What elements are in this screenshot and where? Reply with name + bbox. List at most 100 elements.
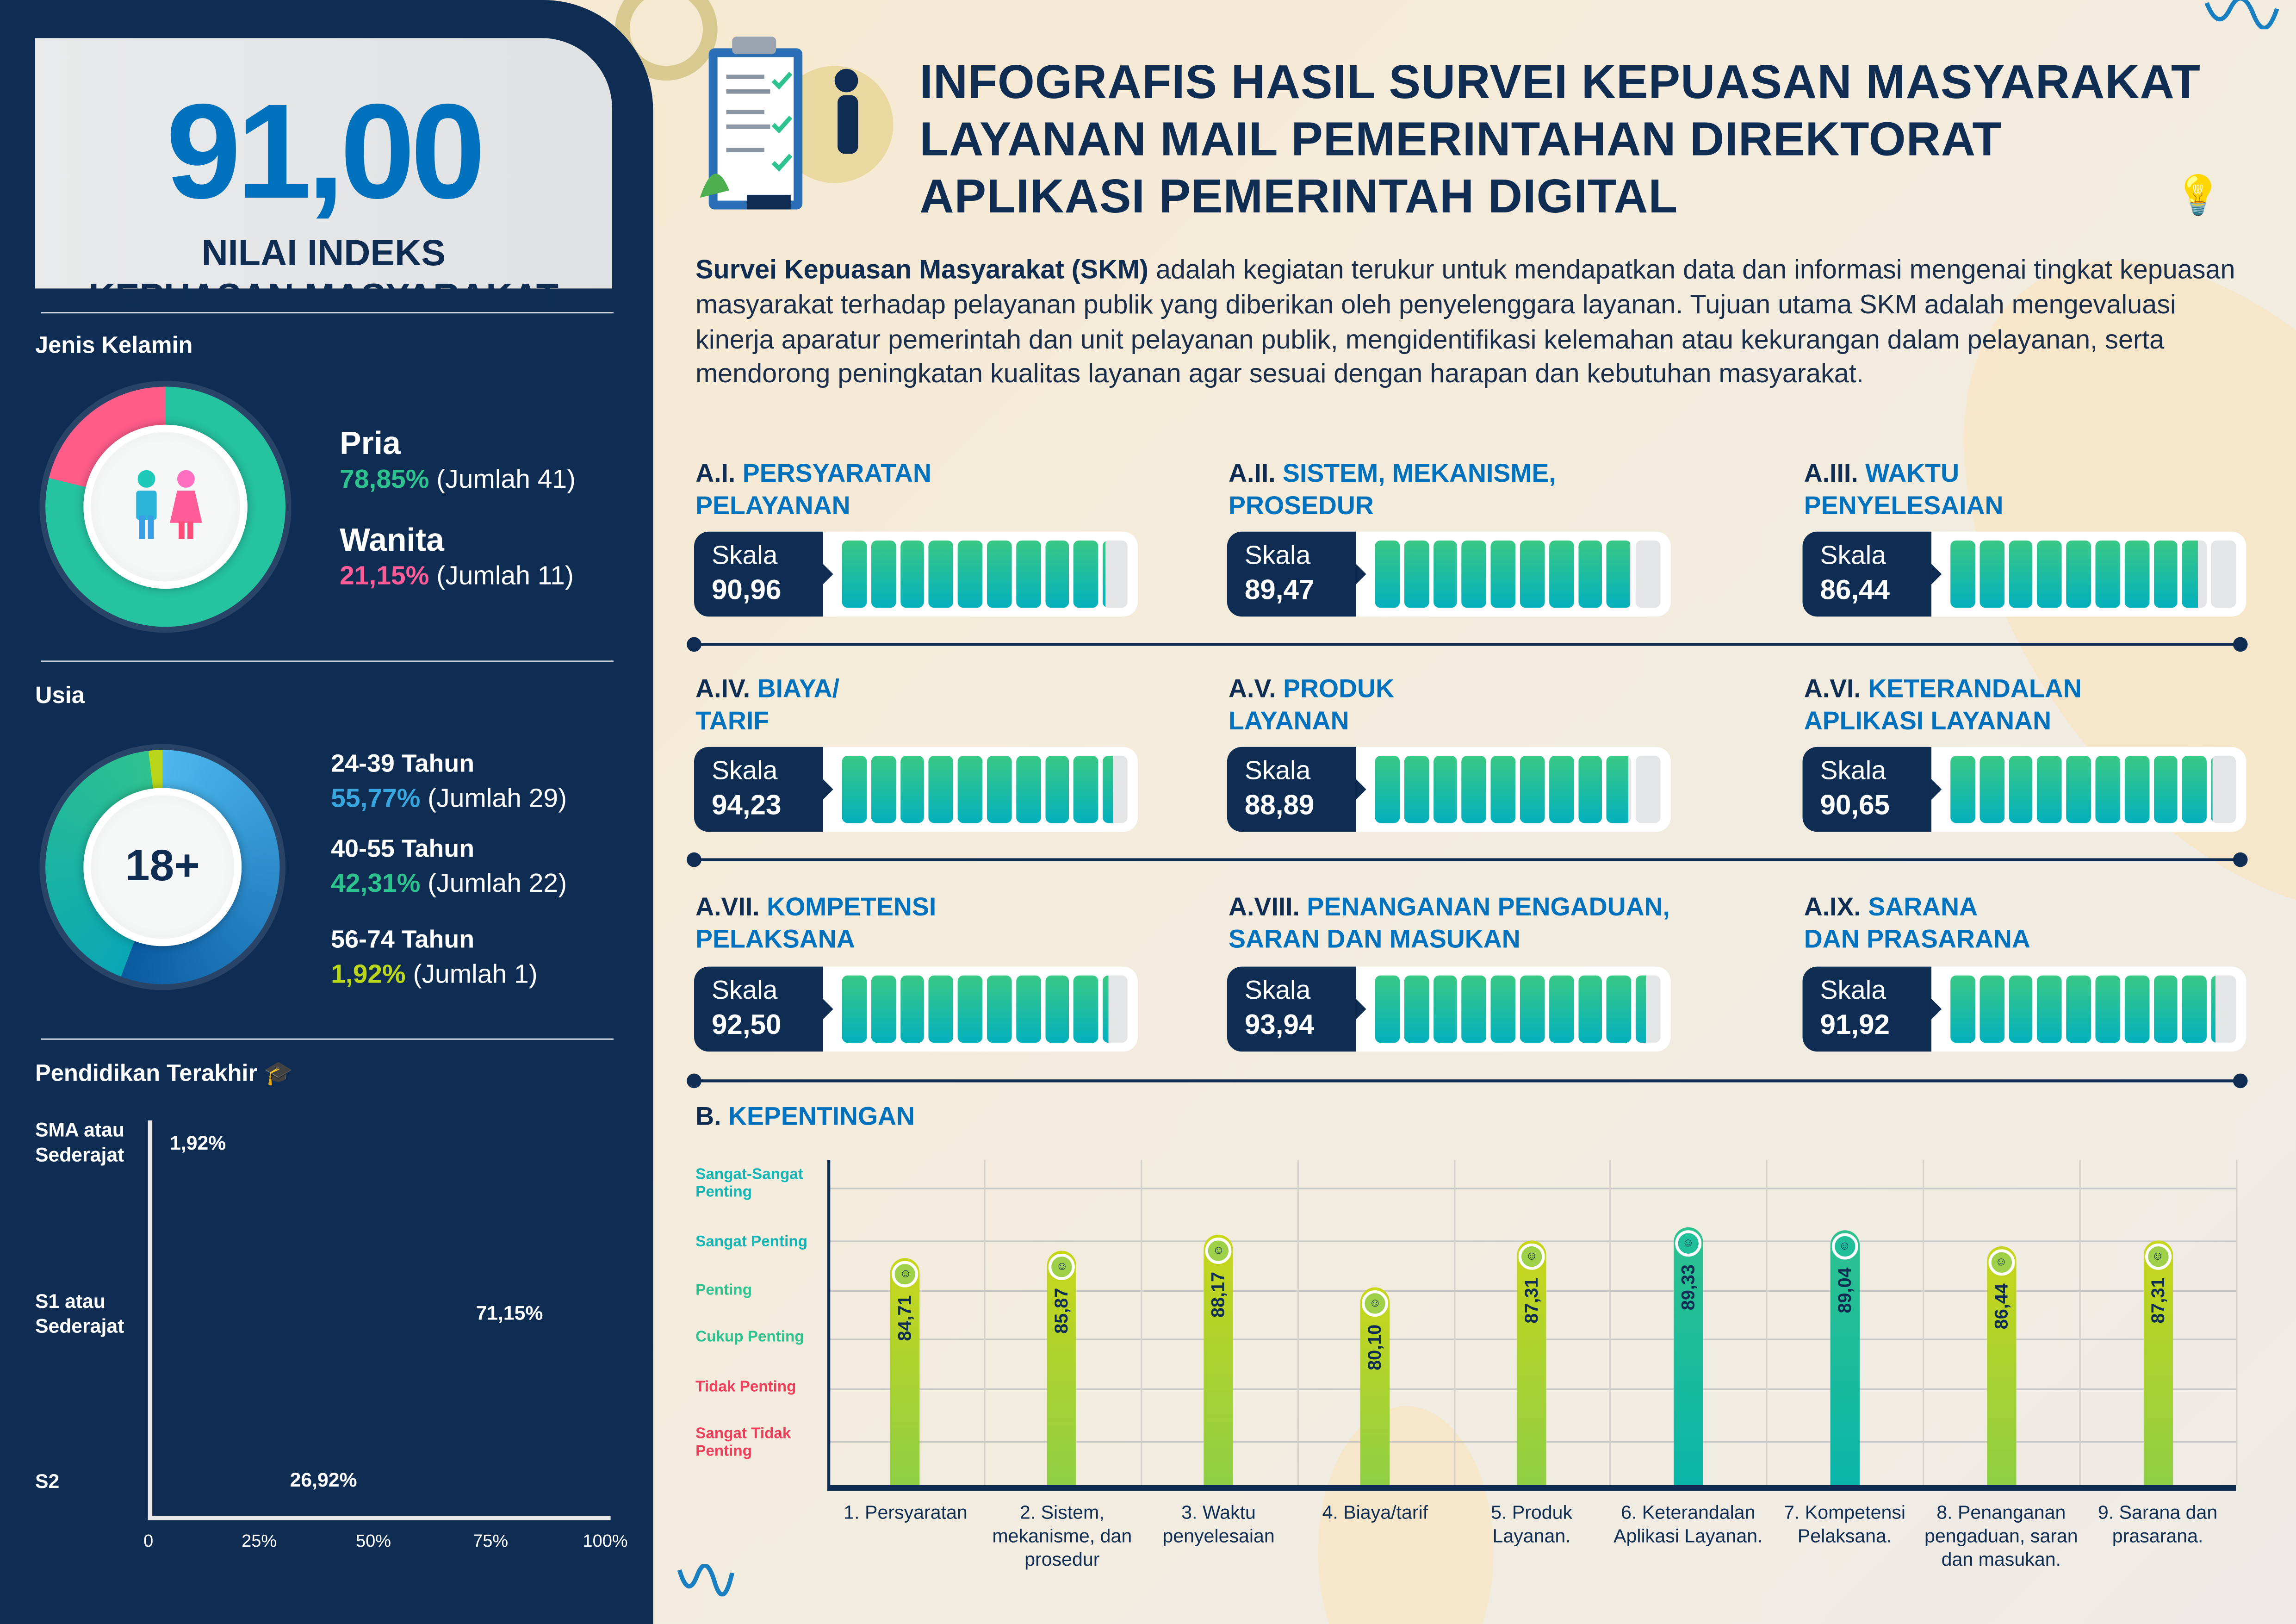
indicator-title: A.II. SISTEM, MEKANISME, PROSEDUR <box>1229 457 1556 521</box>
meter-segment <box>2037 975 2062 1043</box>
importance-bar <box>1986 1246 2016 1485</box>
title-line: INFOGRAFIS HASIL SURVEI KEPUASAN MASYARA… <box>919 56 2201 109</box>
meter-fill <box>929 755 954 823</box>
score-tag: Skala 92,50 <box>694 966 833 1052</box>
indicator-name: LAYANAN <box>1229 706 1349 735</box>
meter-segment <box>1404 540 1429 608</box>
indicator-code: A.I. <box>695 458 736 488</box>
gridline-v <box>2236 1160 2238 1485</box>
importance-bar <box>1204 1235 1234 1485</box>
meter-fill <box>1045 755 1070 823</box>
age-percent: 42,31% <box>331 868 421 898</box>
meter-segment <box>2153 540 2178 608</box>
meter-fill <box>1462 540 1487 608</box>
meter-fill <box>1433 540 1458 608</box>
indicator-code: A.IX. <box>1804 892 1861 921</box>
smiley-face-icon: ☺ <box>1675 1231 1701 1257</box>
x-category-label: 3. Waktu penyelesaian <box>1162 1501 1275 1547</box>
meter-fill <box>2182 755 2207 823</box>
meter-fill <box>1103 975 1109 1043</box>
indicator-score-card: Skala 86,44 <box>1802 531 2246 617</box>
meter-fill <box>1045 975 1070 1043</box>
meter-segment <box>1074 975 1098 1043</box>
indicator-score-card: Skala 90,96 <box>694 531 1138 617</box>
meter-segment <box>1636 975 1661 1043</box>
scale-value: 90,96 <box>711 575 782 607</box>
gridline-v <box>984 1160 986 1485</box>
score-tag: Skala 93,94 <box>1227 966 1366 1052</box>
meter-segment <box>1375 755 1400 823</box>
scale-value: 90,65 <box>1820 790 1890 822</box>
meter-fill <box>1950 540 1975 608</box>
meter-segment <box>1578 540 1603 608</box>
meter-segment <box>1103 975 1128 1043</box>
scale-value: 86,44 <box>1820 575 1890 607</box>
meter-fill <box>1950 755 1975 823</box>
meter-fill <box>2066 540 2091 608</box>
meter-segment <box>987 540 1012 608</box>
wave-decor-icon <box>2204 0 2279 30</box>
indicator-score-card: Skala 92,50 <box>694 966 1138 1052</box>
scale-label: Skala <box>711 540 778 570</box>
meter-fill <box>958 975 983 1043</box>
indicator-name: TARIF <box>695 706 769 735</box>
meter-fill <box>1375 755 1400 823</box>
meter-fill <box>1607 975 1632 1043</box>
intro-bold: Survei Kepuasan Masyarakat (SKM) <box>695 255 1148 284</box>
scale-value: 91,92 <box>1820 1010 1890 1041</box>
meter-segment <box>2182 975 2207 1043</box>
meter-fill <box>1404 975 1429 1043</box>
score-tag: Skala 89,47 <box>1227 531 1366 617</box>
meter-segment <box>1045 755 1070 823</box>
meter-fill <box>987 755 1012 823</box>
meter-segment <box>842 755 867 823</box>
meter-fill <box>842 755 867 823</box>
meter-segment <box>1404 755 1429 823</box>
meter-fill <box>1979 755 2004 823</box>
intro-paragraph: Survei Kepuasan Masyarakat (SKM) adalah … <box>695 253 2247 392</box>
meter-fill <box>1578 975 1603 1043</box>
meter-segment <box>1491 975 1516 1043</box>
score-box: 91,00 NILAI INDEKS KEPUASAN MASYARAKAT <box>35 38 612 318</box>
smiley-face-icon: ☺ <box>1988 1249 2015 1276</box>
score-label: KEPUASAN MASYARAKAT <box>88 277 559 318</box>
meter-segment <box>1520 975 1545 1043</box>
meter-fill <box>1375 975 1400 1043</box>
indicator-code: A.VII. <box>695 892 760 921</box>
age-label: 56-74 Tahun <box>331 925 475 954</box>
meter-segment <box>2124 755 2149 823</box>
meter-segment <box>1016 540 1041 608</box>
scale-label: Skala <box>1820 540 1886 570</box>
scale-label: Skala <box>711 755 778 785</box>
importance-bar <box>1047 1250 1077 1485</box>
gridline-v <box>1766 1160 1768 1485</box>
meter-segment <box>1074 540 1098 608</box>
x-tick: 75% <box>473 1530 509 1551</box>
meter-segment <box>1375 975 1400 1043</box>
scale-value: 94,23 <box>711 790 782 822</box>
y-level-label: Tidak Penting <box>695 1378 796 1396</box>
meter-segment <box>1636 755 1661 823</box>
meter-fill <box>2008 755 2033 823</box>
meter-fill <box>2211 755 2213 823</box>
indicator-title: A.VIII. PENANGANAN PENGADUAN, SARAN DAN M… <box>1229 890 1670 955</box>
meter-segment <box>2182 755 2207 823</box>
meter-segment <box>1074 755 1098 823</box>
indicator-score-card: Skala 94,23 <box>694 747 1138 832</box>
smiley-face-icon: ☺ <box>1205 1238 1232 1265</box>
indicator-score-card: Skala 90,65 <box>1802 747 2246 832</box>
meter-segment <box>1045 975 1070 1043</box>
meter-segment <box>2008 755 2033 823</box>
meter-segment <box>1979 755 2004 823</box>
meter-segment <box>1607 975 1632 1043</box>
meter-fill <box>1491 975 1516 1043</box>
meter-segment <box>1950 975 1975 1043</box>
x-axis <box>827 1485 2236 1491</box>
bar-value-label: 80,10 <box>1365 1324 1386 1370</box>
indicator-name: BIAYA/ <box>757 673 840 703</box>
gender-label-female: Wanita <box>340 521 444 558</box>
female-count: (Jumlah 11) <box>436 561 574 591</box>
edu-value: 71,15% <box>476 1302 543 1324</box>
smiley-face-icon: ☺ <box>1831 1232 1858 1259</box>
meter-segment <box>871 755 896 823</box>
